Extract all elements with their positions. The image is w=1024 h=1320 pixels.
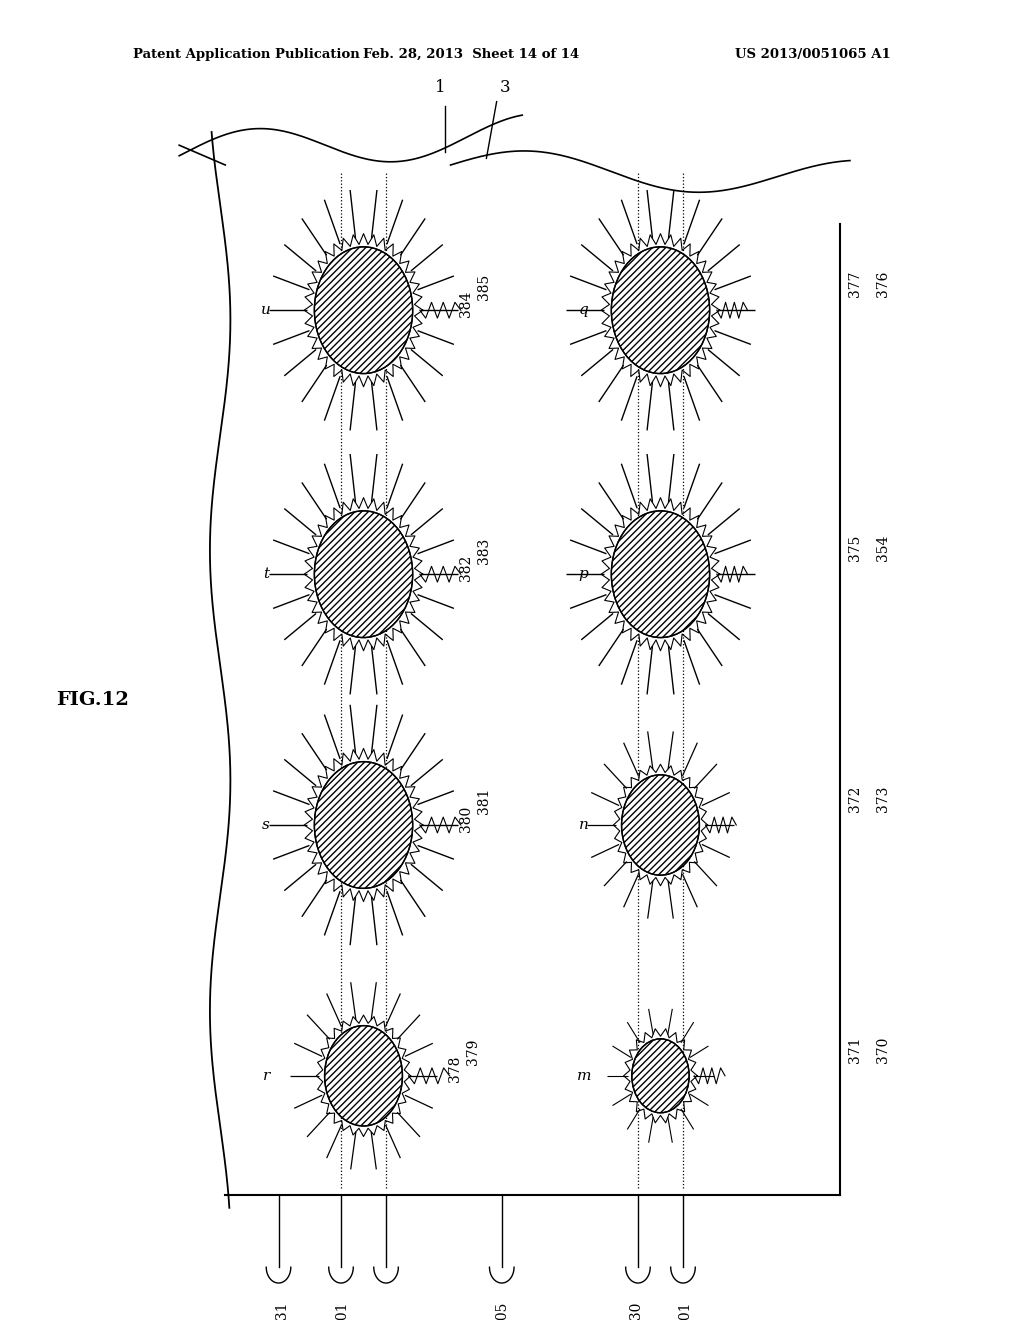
Text: Patent Application Publication: Patent Application Publication xyxy=(133,48,359,61)
Text: 131: 131 xyxy=(274,1300,289,1320)
Text: FIG.12: FIG.12 xyxy=(56,690,129,709)
Text: t: t xyxy=(263,568,269,581)
Text: 101: 101 xyxy=(677,1300,691,1320)
Text: m: m xyxy=(577,1069,591,1082)
Circle shape xyxy=(325,1026,402,1126)
Text: u: u xyxy=(261,304,271,317)
Text: Feb. 28, 2013  Sheet 14 of 14: Feb. 28, 2013 Sheet 14 of 14 xyxy=(362,48,580,61)
Text: 372: 372 xyxy=(848,785,862,812)
Text: 383: 383 xyxy=(477,537,492,564)
Text: 101: 101 xyxy=(334,1300,348,1320)
Text: 105: 105 xyxy=(495,1300,509,1320)
Text: 380: 380 xyxy=(459,805,473,832)
Text: 130: 130 xyxy=(628,1300,642,1320)
Circle shape xyxy=(314,762,413,888)
Text: n: n xyxy=(579,818,589,832)
Text: 378: 378 xyxy=(447,1056,462,1082)
Text: s: s xyxy=(262,818,270,832)
Circle shape xyxy=(611,511,710,638)
Text: q: q xyxy=(579,304,589,317)
Text: 375: 375 xyxy=(848,535,862,561)
Text: 371: 371 xyxy=(848,1036,862,1063)
Text: 385: 385 xyxy=(477,273,492,300)
Circle shape xyxy=(314,511,413,638)
Circle shape xyxy=(632,1039,689,1113)
Circle shape xyxy=(611,247,710,374)
Text: 370: 370 xyxy=(876,1036,890,1063)
Text: 379: 379 xyxy=(466,1039,480,1065)
Text: 381: 381 xyxy=(477,788,492,814)
Text: 373: 373 xyxy=(876,785,890,812)
Text: 382: 382 xyxy=(459,554,473,581)
Text: US 2013/0051065 A1: US 2013/0051065 A1 xyxy=(735,48,891,61)
Text: 3: 3 xyxy=(500,79,510,96)
Text: 354: 354 xyxy=(876,535,890,561)
Circle shape xyxy=(314,247,413,374)
Text: 377: 377 xyxy=(848,271,862,297)
Text: 376: 376 xyxy=(876,271,890,297)
Text: r: r xyxy=(262,1069,270,1082)
Text: 384: 384 xyxy=(459,290,473,317)
Text: p: p xyxy=(579,568,589,581)
Circle shape xyxy=(622,775,699,875)
Text: 1: 1 xyxy=(435,79,445,96)
